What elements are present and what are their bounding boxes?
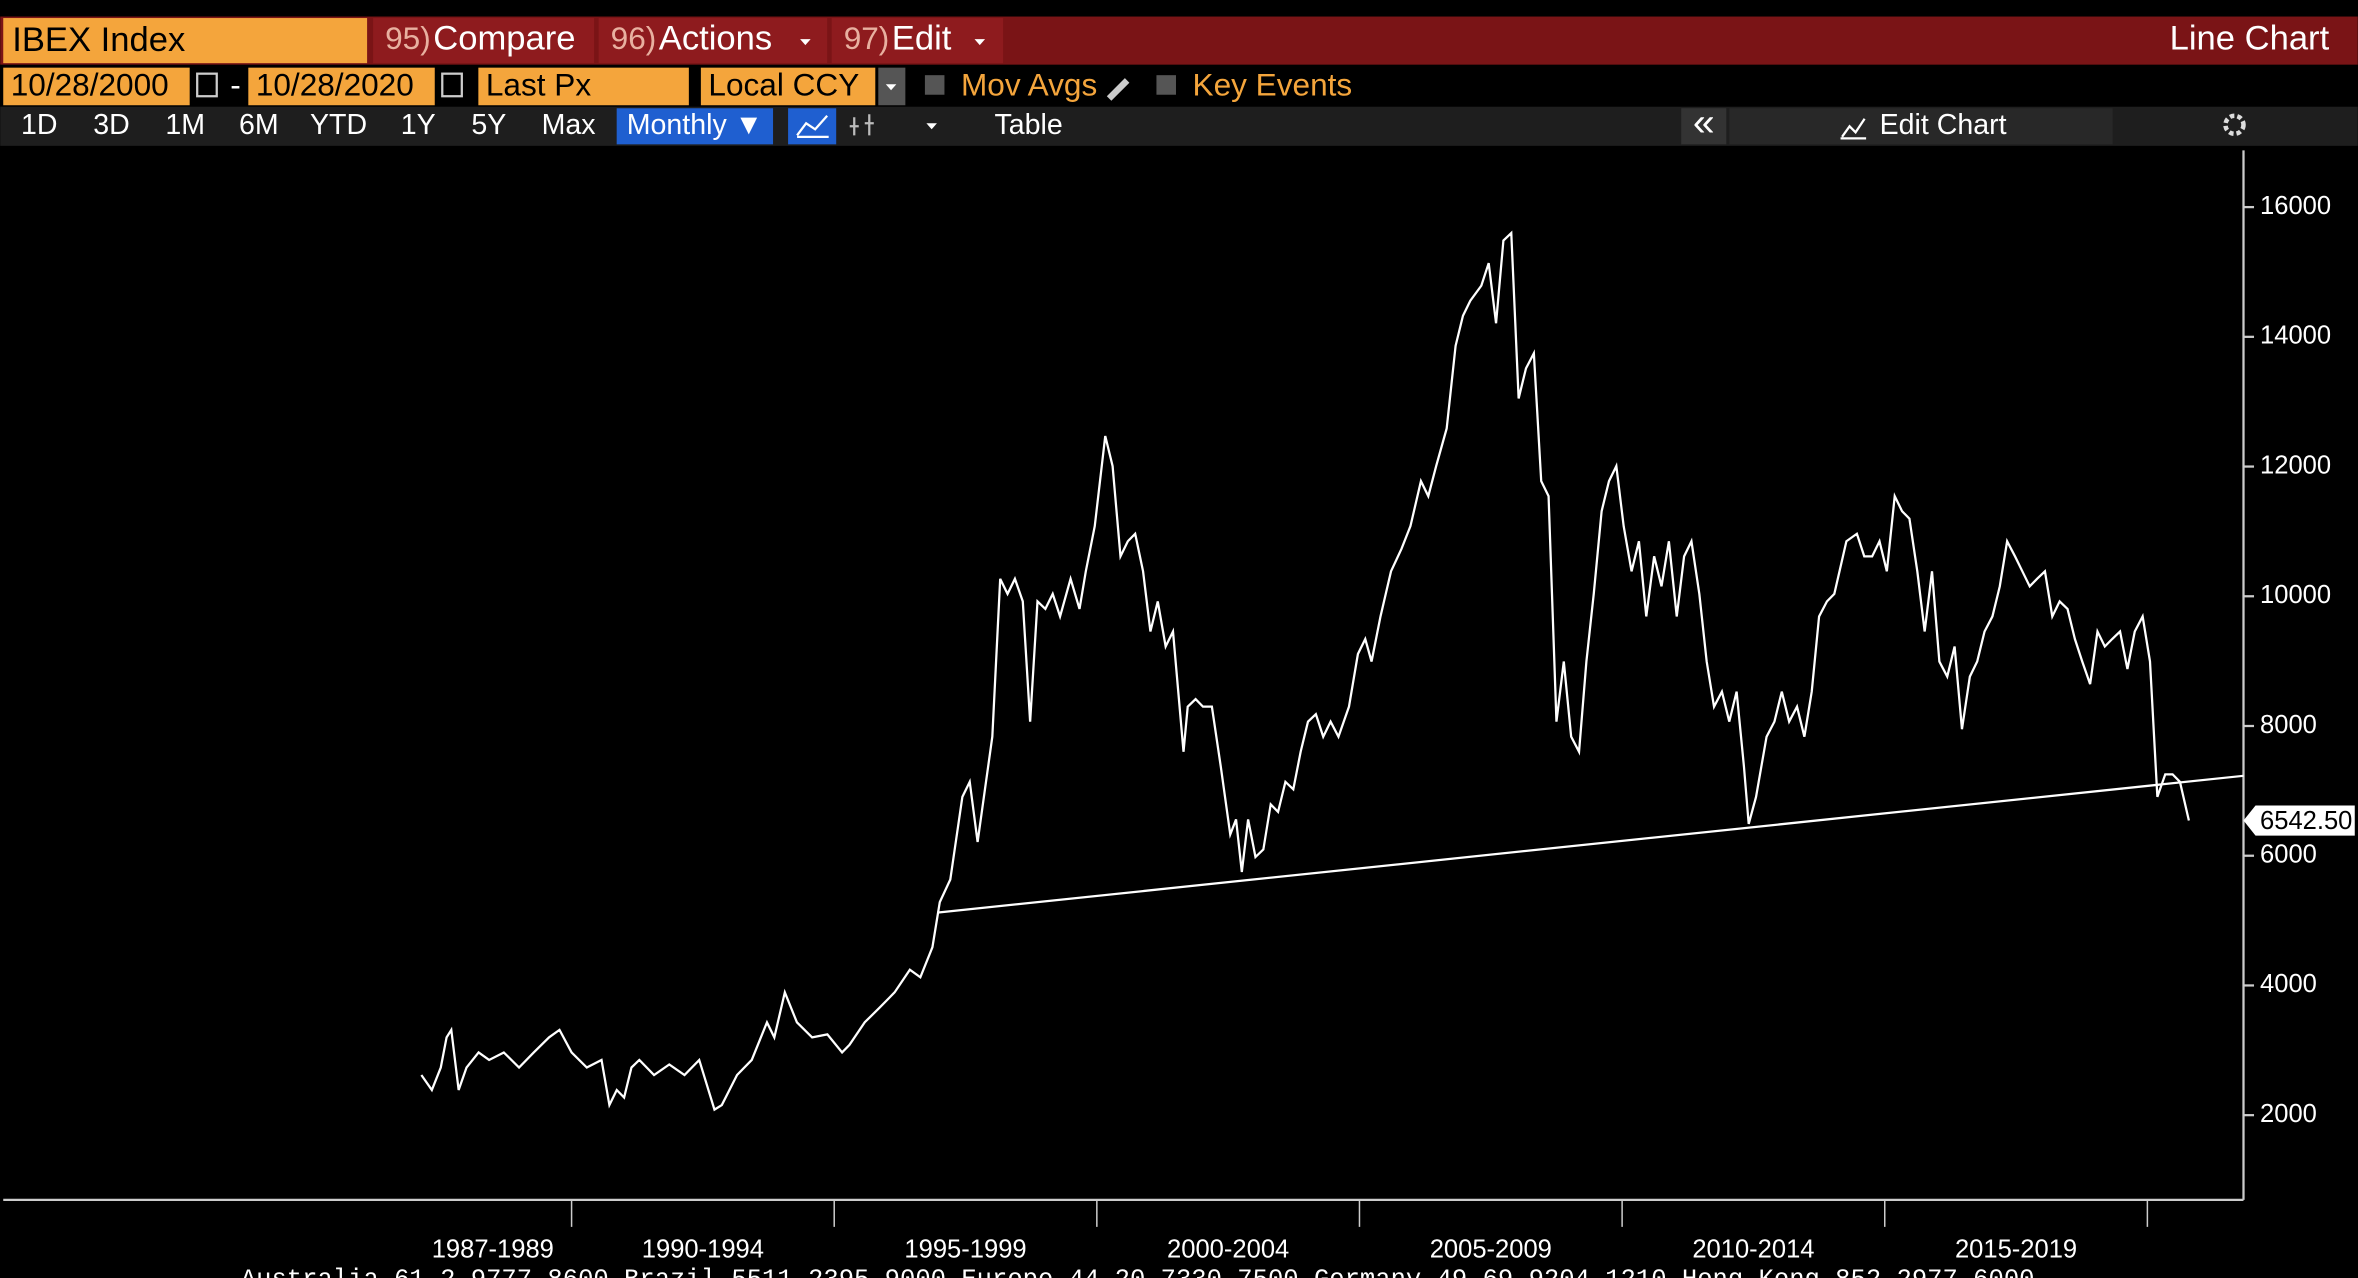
settings-icon[interactable] — [2223, 113, 2246, 137]
footer: Australia 61 2 9777 8600 Brazil 5511 239… — [241, 1265, 2035, 1278]
edit-chart-icon — [1840, 118, 1867, 140]
x-tick-label: 1995-1999 — [904, 1236, 1026, 1264]
price-line — [420, 230, 2190, 1112]
range-button[interactable]: 5Y — [471, 109, 506, 141]
y-tick-label: 12000 — [2260, 451, 2331, 479]
view-name: Line Chart — [2170, 20, 2330, 58]
currency[interactable]: Local CCY — [708, 67, 859, 103]
y-tick-label: 16000 — [2260, 192, 2331, 220]
last-price-tag — [2243, 805, 2355, 836]
compare-label[interactable]: Compare — [433, 20, 575, 58]
actions-label[interactable]: Actions — [659, 20, 772, 58]
start-date-box[interactable] — [3, 67, 190, 106]
range-button[interactable]: 1D — [21, 109, 58, 141]
end-date-box[interactable] — [248, 67, 435, 106]
calendar-icon[interactable] — [196, 72, 218, 98]
field[interactable]: Last Px — [486, 67, 591, 103]
end-date[interactable]: 10/28/2020 — [256, 67, 414, 103]
dropdown-arrow — [800, 39, 811, 46]
range-button[interactable]: 6M — [239, 109, 279, 141]
range-button[interactable]: Max — [542, 109, 596, 141]
period[interactable]: Monthly ▼ — [627, 109, 763, 141]
x-tick-label: 2000-2004 — [1167, 1236, 1289, 1264]
y-tick-label: 10000 — [2260, 581, 2331, 609]
last-price-label: 6542.50 — [2260, 807, 2352, 835]
compare-num: 95) — [385, 20, 431, 56]
range-button[interactable]: YTD — [310, 109, 367, 141]
y-tick-label: 6000 — [2260, 840, 2317, 868]
trend-line — [937, 774, 2244, 914]
compare-button[interactable] — [373, 18, 595, 64]
actions-button[interactable] — [598, 18, 828, 64]
actions-num: 96) — [611, 20, 657, 56]
y-tick-label: 8000 — [2260, 711, 2317, 739]
x-tick-label: 2010-2014 — [1692, 1236, 1814, 1264]
ticker[interactable]: IBEX Index — [12, 21, 185, 59]
x-tick-label: 1990-1994 — [642, 1236, 764, 1264]
edit-chart-button[interactable] — [1729, 108, 2113, 145]
currency-box[interactable] — [700, 67, 876, 106]
collapse-button[interactable] — [1681, 108, 1727, 145]
range-button[interactable]: 3D — [93, 109, 130, 141]
field-box[interactable] — [478, 67, 689, 106]
period-box[interactable] — [616, 108, 774, 145]
edit-label[interactable]: Edit — [892, 20, 952, 58]
collapse[interactable]: « — [1693, 101, 1715, 144]
x-tick-label: 2005-2009 — [1430, 1236, 1552, 1264]
edit-num: 97) — [844, 20, 890, 56]
mov-avgs-checkbox[interactable] — [924, 75, 945, 95]
key-events-checkbox[interactable] — [1156, 75, 1176, 95]
y-tick-label: 14000 — [2260, 322, 2331, 350]
dropdown-arrow[interactable] — [926, 123, 937, 130]
key-events[interactable]: Key Events — [1193, 67, 1353, 103]
ticker-box[interactable] — [3, 18, 368, 64]
table-button[interactable]: Table — [995, 109, 1063, 141]
x-tick-label: 2015-2019 — [1955, 1236, 2077, 1264]
bar-icon[interactable] — [849, 114, 874, 136]
dropdown-arrow — [974, 39, 986, 46]
edit-chart[interactable]: Edit Chart — [1880, 109, 2007, 141]
y-tick-label: 2000 — [2260, 1100, 2317, 1128]
line-icon — [796, 115, 829, 138]
y-tick-label: 4000 — [2260, 970, 2317, 998]
range-button[interactable]: 1Y — [401, 109, 436, 141]
range-button[interactable]: 1M — [165, 109, 205, 141]
edit-button[interactable] — [831, 18, 1004, 64]
start-date[interactable]: 10/28/2000 — [11, 67, 169, 103]
mov-avgs[interactable]: Mov Avgs — [961, 67, 1097, 103]
x-tick-label: 1987-1989 — [432, 1236, 554, 1264]
pencil-icon[interactable] — [1106, 78, 1130, 101]
dropdown-arrow — [885, 84, 897, 91]
date-separator: - — [230, 67, 241, 103]
calendar-icon[interactable] — [441, 72, 463, 98]
